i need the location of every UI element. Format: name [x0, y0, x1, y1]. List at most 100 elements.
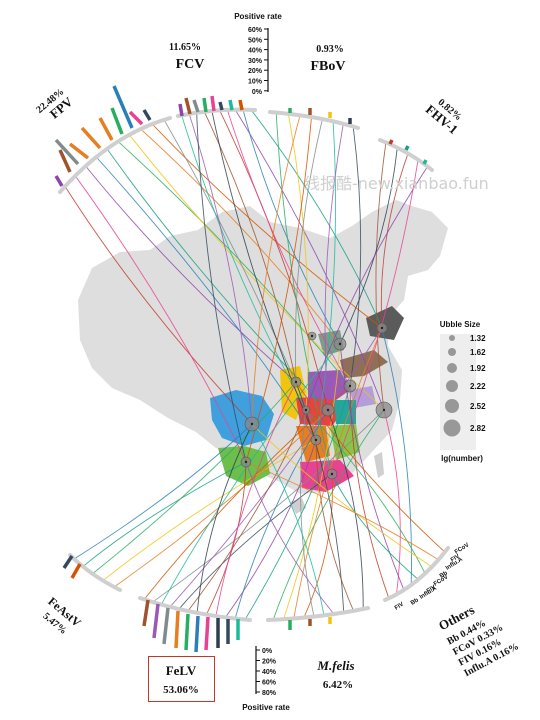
chord-line — [305, 409, 426, 574]
chord-line — [113, 409, 329, 588]
city-bubble-centre — [330, 472, 334, 476]
map-hainan — [290, 498, 306, 514]
top-scale-label: 20% — [248, 68, 263, 75]
felv-name: FeLV — [166, 663, 197, 678]
arc-fcv — [176, 107, 257, 118]
chord-line — [206, 461, 247, 615]
chord-line — [152, 409, 385, 603]
rate-bar — [62, 555, 74, 569]
rate-bar — [142, 599, 150, 627]
rate-bar — [68, 142, 90, 160]
chord-line — [196, 112, 247, 463]
map-taiwan — [374, 452, 384, 478]
rate-bar — [98, 117, 114, 141]
bubble-legend-value: 1.32 — [470, 334, 486, 343]
chord-line — [74, 175, 247, 463]
rate-bar — [174, 610, 180, 649]
city-bubble-centre — [304, 408, 308, 412]
chord-line — [283, 343, 341, 620]
rate-bar — [422, 159, 428, 165]
fcv-rate: 11.65% — [169, 42, 201, 53]
mfelis-name: M.felis — [316, 658, 354, 673]
fcv-name: FCV — [176, 57, 205, 72]
chord-line — [163, 119, 333, 475]
arc-fhv1 — [378, 138, 434, 172]
chord-line — [242, 109, 341, 345]
chord-line — [245, 461, 439, 561]
bubble-legend-value: 2.82 — [470, 424, 486, 433]
city-bubble-centre — [314, 438, 318, 442]
others-block: Others Bb 0.44% FCoV 0.33% FIV 0.16% Inf… — [436, 602, 521, 679]
region-guangdong — [300, 460, 354, 492]
chord-line — [160, 343, 341, 605]
rate-bar — [194, 615, 200, 653]
others-tick-label: FIV — [450, 554, 461, 564]
rate-bars — [54, 85, 428, 653]
chord-line — [215, 381, 297, 617]
bottom-scale-label: 40% — [262, 669, 277, 676]
fbov-name: FBoV — [311, 59, 346, 74]
bottom-scale-label: 0% — [262, 648, 273, 655]
city-bubble-centre — [380, 326, 384, 330]
chord-line — [244, 385, 351, 620]
chord-line — [64, 186, 253, 425]
rate-bar — [54, 175, 64, 187]
rate-bar — [404, 145, 410, 151]
rate-bar — [162, 607, 170, 645]
city-bubble-centre — [310, 334, 314, 338]
chord-line — [169, 327, 383, 608]
chord-line — [73, 423, 253, 560]
chord-line — [349, 126, 362, 387]
chord-line — [324, 123, 344, 411]
rate-bar — [192, 99, 200, 113]
rate-bar — [110, 107, 124, 135]
rate-bar — [228, 99, 234, 111]
chord-line — [251, 423, 325, 616]
chord-line — [187, 409, 307, 612]
rate-bar — [178, 103, 184, 117]
bubble-legend: Ubble Size 1.32 1.62 1.92 2.22 2.52 2.82 lg(n… — [440, 320, 486, 463]
bubble-legend-value: 2.52 — [470, 402, 486, 411]
chord-line — [92, 381, 297, 575]
city-bubbles — [240, 322, 393, 480]
chord-line — [143, 385, 351, 600]
top-scale-label: 0% — [252, 89, 263, 96]
bubble-legend-title: Ubble Size — [440, 320, 481, 329]
top-scale-label: 10% — [248, 79, 263, 86]
city-bubble-centre — [250, 422, 254, 426]
mfelis-rate: 6.42% — [323, 679, 353, 691]
chord-line — [315, 121, 337, 441]
chord-line — [117, 141, 351, 387]
others-tick-label: FCoV — [433, 574, 449, 587]
bubble-legend-value: 1.62 — [470, 348, 486, 357]
chord-line — [380, 153, 409, 329]
chord-line — [339, 147, 398, 345]
rate-bar — [80, 126, 102, 150]
region-sichuan — [210, 390, 274, 446]
others-tick-label: Bb — [410, 597, 420, 607]
chord-line — [102, 439, 317, 581]
chord-lines — [64, 109, 446, 620]
chord-line — [294, 118, 323, 383]
arc-mfelis — [266, 606, 370, 622]
chord-line — [327, 409, 364, 609]
top-scale-label: 60% — [248, 27, 263, 34]
bubble-legend-circle — [448, 348, 456, 356]
rate-bar — [238, 99, 244, 111]
chord-line — [295, 381, 446, 553]
rate-bar — [388, 139, 394, 145]
city-bubble-centre — [338, 342, 342, 346]
chord-line — [300, 409, 315, 617]
bottom-scale-label: 80% — [262, 690, 277, 697]
bubble-legend-circle — [443, 419, 461, 437]
chord-line — [315, 439, 354, 611]
felv-rate: 53.06% — [163, 684, 199, 696]
chord-line — [188, 113, 253, 425]
chord-line — [95, 156, 317, 441]
top-scale-label: 50% — [248, 37, 263, 44]
others-tick-label: Bb — [439, 570, 449, 580]
chord-line — [272, 409, 385, 620]
bubble-legend-footer: lg(number) — [441, 454, 483, 463]
top-scale: Positive rate 60% 50% 40% 30% 20% 10% 0% — [234, 12, 282, 96]
